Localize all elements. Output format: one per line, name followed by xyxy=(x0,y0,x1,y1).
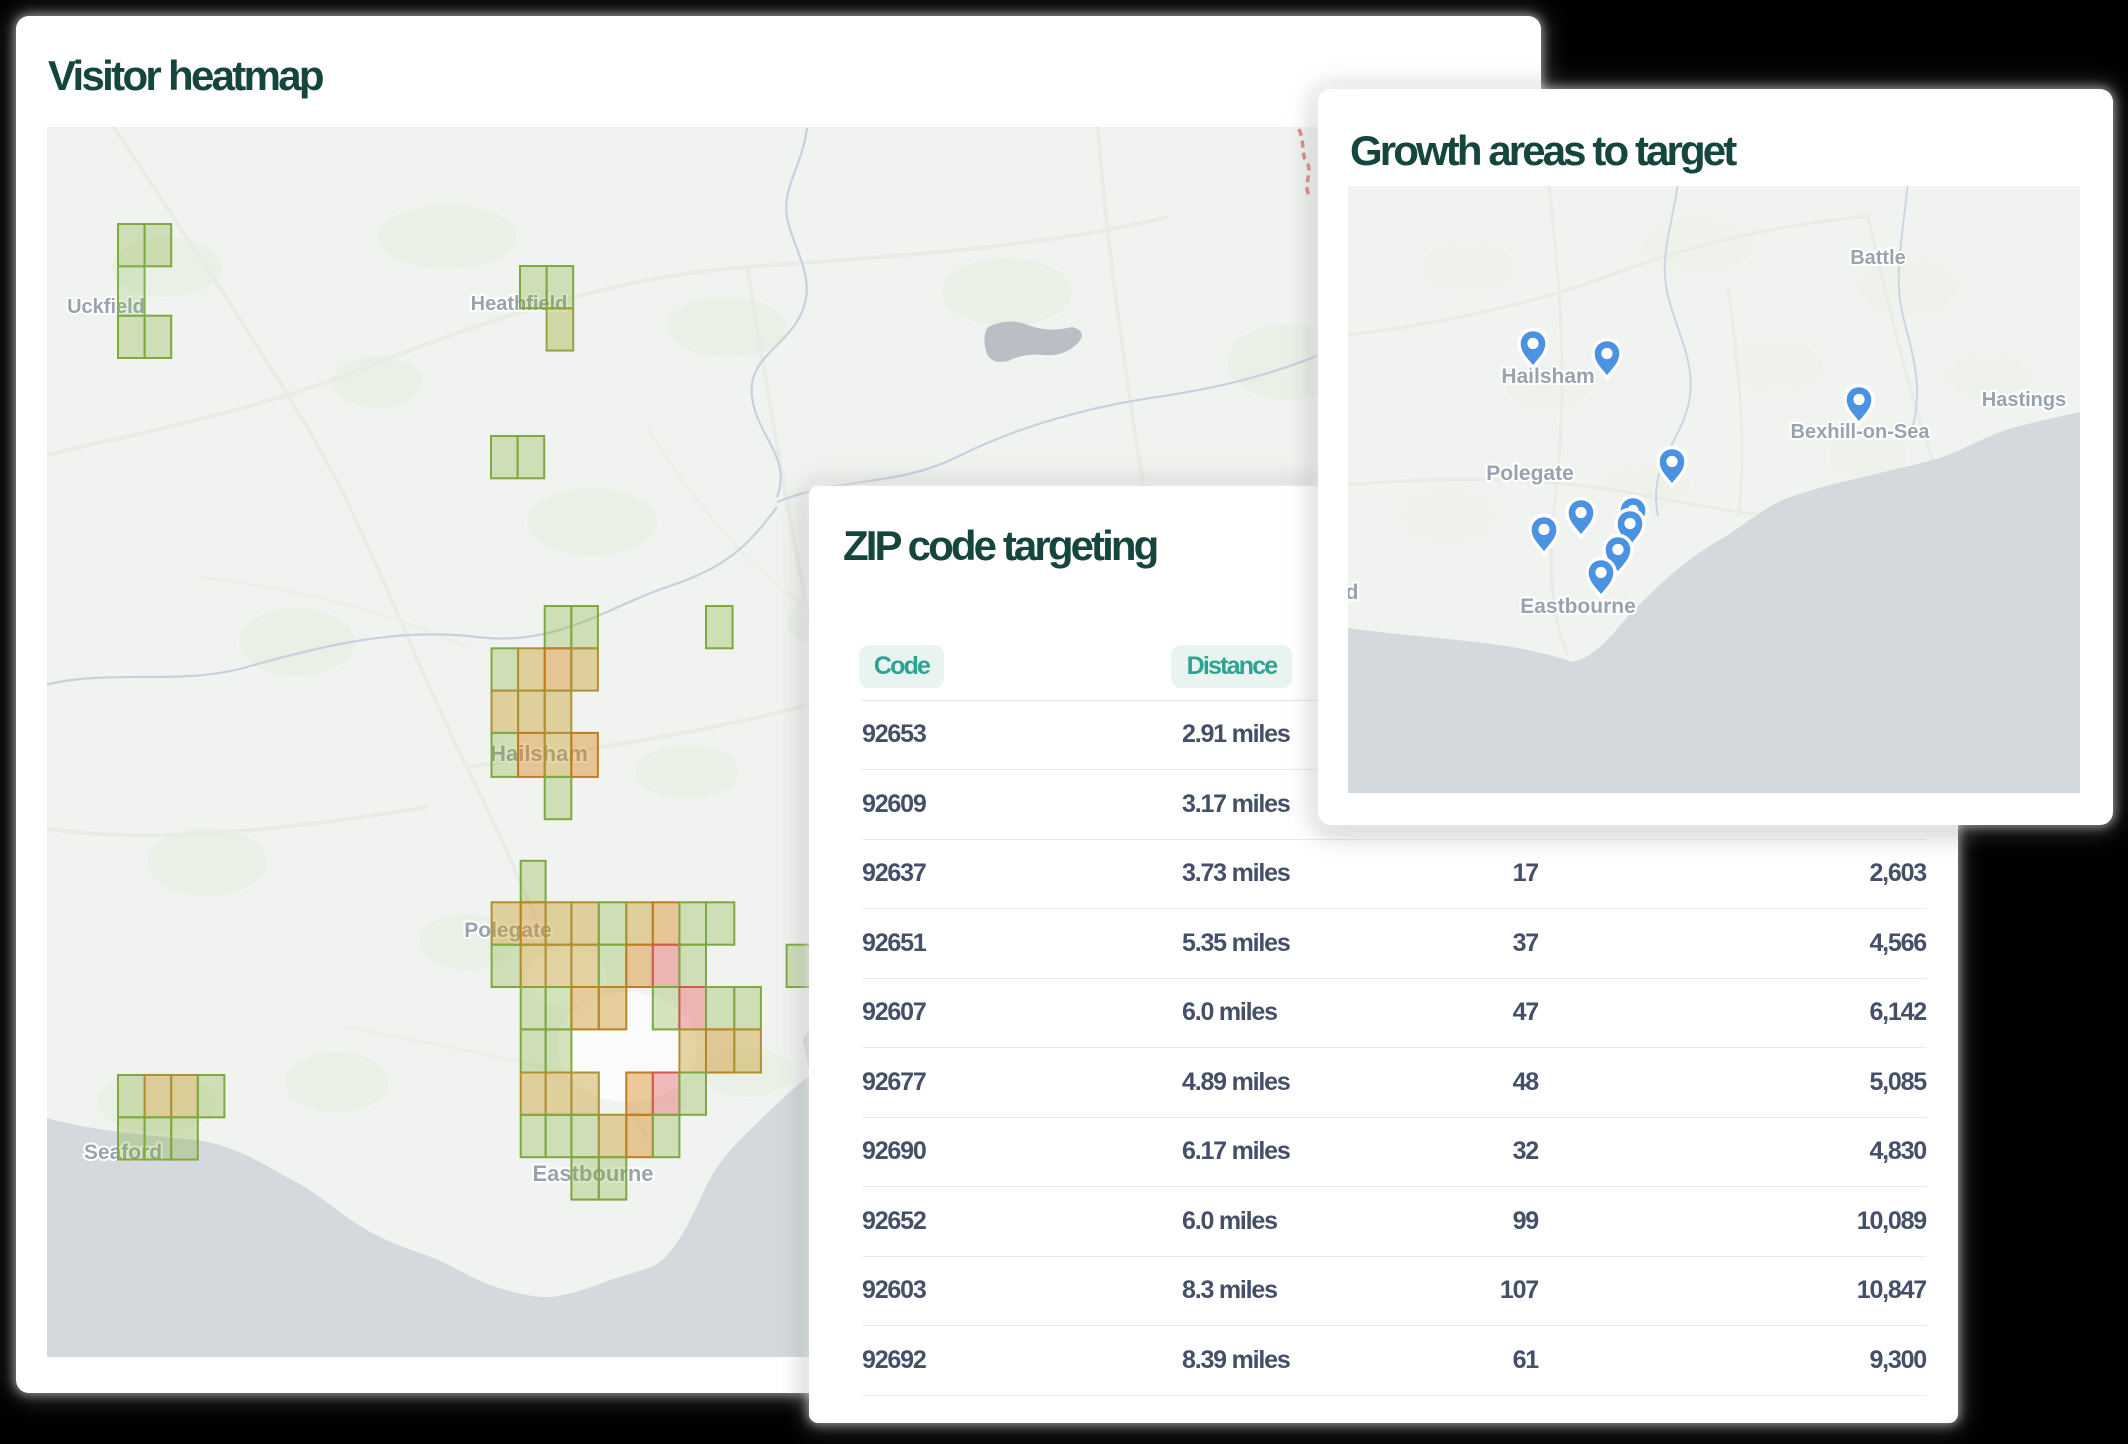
svg-text:Battle: Battle xyxy=(1850,247,1906,269)
svg-text:Hailsham: Hailsham xyxy=(1501,365,1594,388)
svg-text:Hastings: Hastings xyxy=(1982,389,2066,411)
svg-text:Seaford: Seaford xyxy=(84,1141,162,1164)
svg-text:Eastbourne: Eastbourne xyxy=(1520,595,1636,618)
svg-text:Polegate: Polegate xyxy=(1486,462,1574,485)
svg-text:Eastbourne: Eastbourne xyxy=(532,1161,653,1186)
svg-text:d: d xyxy=(1348,581,1358,604)
svg-text:Polegate: Polegate xyxy=(464,919,552,942)
